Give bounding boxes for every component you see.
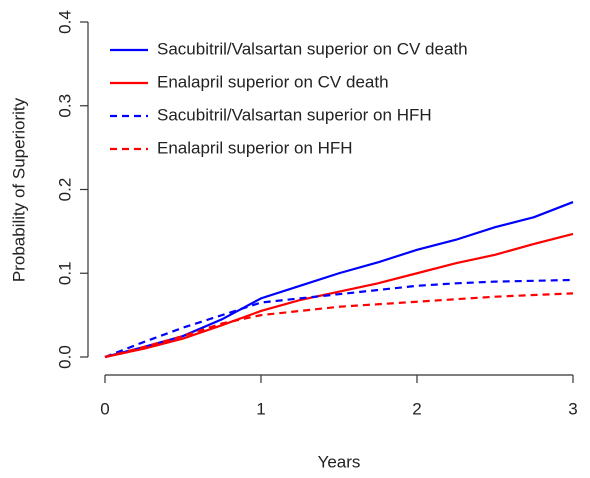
series-line xyxy=(104,278,574,359)
legend-label: Enalapril superior on HFH xyxy=(157,138,353,157)
x-tick-label: 0 xyxy=(100,399,109,418)
y-tick-label: 0.3 xyxy=(55,94,74,118)
y-tick-label: 0.2 xyxy=(55,178,74,202)
series-line xyxy=(104,232,574,359)
legend-label: Sacubitril/Valsartan superior on HFH xyxy=(157,105,432,124)
series-line xyxy=(104,201,574,359)
x-tick-label: 2 xyxy=(412,399,421,418)
y-tick-label: 0.0 xyxy=(55,345,74,369)
x-tick-label: 3 xyxy=(568,399,577,418)
legend-label: Sacubitril/Valsartan superior on CV deat… xyxy=(157,39,468,58)
legend-label: Enalapril superior on CV death xyxy=(157,72,389,91)
y-axis-label: Probability of Superiority xyxy=(9,97,28,282)
y-tick-label: 0.4 xyxy=(55,10,74,34)
y-tick-label: 0.1 xyxy=(55,261,74,285)
x-axis-label: Years xyxy=(318,452,361,471)
series-line xyxy=(104,292,574,359)
x-tick-label: 1 xyxy=(256,399,265,418)
